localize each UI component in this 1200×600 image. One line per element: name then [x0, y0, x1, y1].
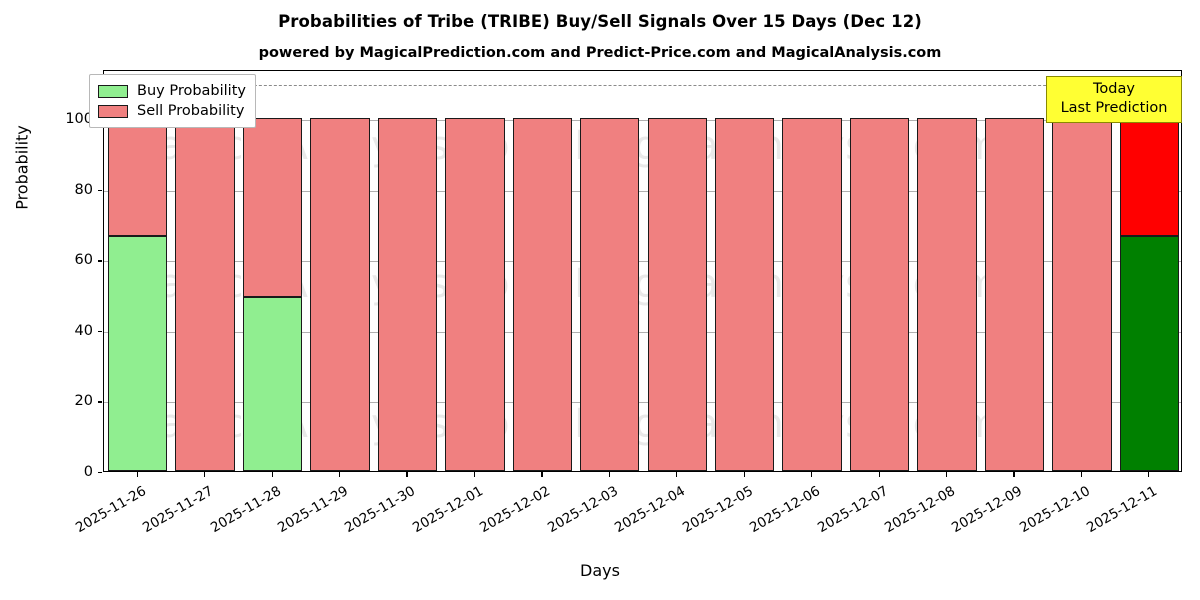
- bar-segment-buy[interactable]: [108, 235, 168, 471]
- y-tick-mark: [98, 472, 102, 474]
- x-tick-mark: [541, 472, 543, 477]
- y-tick-mark: [98, 401, 102, 403]
- x-tick-mark: [743, 472, 745, 477]
- y-tick-label: 0: [83, 464, 93, 480]
- y-tick-label: 80: [74, 181, 93, 198]
- legend-label-buy: Buy Probability: [137, 83, 246, 99]
- bar-group[interactable]: [849, 71, 910, 471]
- bar-group[interactable]: [175, 71, 235, 471]
- legend-label-sell: Sell Probability: [137, 103, 245, 119]
- gridline: [104, 331, 1181, 333]
- today-annotation: Today Last Prediction: [1046, 76, 1182, 123]
- x-tick-mark: [204, 472, 206, 477]
- reference-line: [104, 85, 1181, 87]
- bar-group[interactable]: [242, 71, 303, 471]
- bar-group[interactable]: [445, 71, 505, 471]
- today-annotation-line2: Last Prediction: [1060, 100, 1168, 116]
- chart-title: Probabilities of Tribe (TRIBE) Buy/Sell …: [278, 12, 922, 31]
- x-tick-mark: [1013, 472, 1015, 477]
- y-tick-mark: [98, 260, 102, 262]
- bar-group[interactable]: [714, 71, 775, 471]
- x-tick-mark: [676, 472, 678, 477]
- bar-segment-sell[interactable]: [714, 118, 775, 471]
- legend-swatch-buy: [98, 84, 128, 98]
- x-tick-mark: [339, 472, 341, 477]
- bar-segment-sell[interactable]: [377, 118, 438, 471]
- bar-group[interactable]: [512, 71, 572, 471]
- chart-legend: Buy Probability Sell Probability: [89, 74, 256, 128]
- gridline: [104, 402, 1181, 404]
- chart-subtitle: powered by MagicalPrediction.com and Pre…: [258, 45, 942, 61]
- bar-segment-sell[interactable]: [108, 118, 168, 236]
- y-tick-label: 20: [74, 393, 93, 410]
- x-tick-mark: [271, 472, 273, 477]
- bar-segment-sell[interactable]: [849, 118, 910, 471]
- bar-group[interactable]: [108, 71, 168, 471]
- y-tick-mark: [98, 330, 102, 333]
- bar-segment-sell[interactable]: [917, 118, 977, 471]
- legend-swatch-sell: [98, 104, 128, 118]
- x-tick-mark: [945, 472, 948, 477]
- x-tick-mark: [406, 472, 408, 477]
- bar-group[interactable]: [1052, 71, 1112, 471]
- bar-segment-sell[interactable]: [782, 118, 842, 471]
- bar-group[interactable]: [917, 71, 977, 471]
- bar-segment-sell[interactable]: [512, 118, 572, 471]
- x-tick-mark: [608, 472, 610, 477]
- today-annotation-line1: Today: [1093, 81, 1135, 97]
- x-tick-mark: [136, 472, 138, 477]
- y-tick-label: 40: [74, 322, 93, 339]
- bar-segment-sell[interactable]: [1052, 118, 1112, 471]
- x-tick-mark: [1148, 472, 1150, 477]
- bar-segment-sell[interactable]: [580, 118, 640, 471]
- y-tick-label: 100: [65, 111, 93, 128]
- y-tick-mark: [98, 189, 102, 192]
- bar-segment-sell[interactable]: [310, 118, 370, 471]
- x-tick-mark: [1080, 472, 1083, 477]
- x-axis-label: Days: [580, 561, 620, 580]
- bar-segment-sell[interactable]: [175, 118, 235, 471]
- y-axis-label: Probability: [12, 125, 32, 210]
- x-tick-mark: [473, 472, 476, 477]
- bar-group-today[interactable]: [1119, 71, 1179, 471]
- bar-segment-sell[interactable]: [1119, 118, 1179, 236]
- bar-group[interactable]: [580, 71, 640, 471]
- bar-segment-sell[interactable]: [647, 118, 707, 471]
- bar-group[interactable]: [984, 71, 1045, 471]
- bar-segment-sell[interactable]: [445, 118, 505, 471]
- gridline: [104, 190, 1181, 192]
- bar-group[interactable]: [782, 71, 842, 471]
- bar-segment-sell[interactable]: [984, 118, 1045, 471]
- legend-item-buy[interactable]: Buy Probability: [98, 81, 246, 101]
- gridline: [104, 261, 1181, 263]
- bar-group[interactable]: [310, 71, 370, 471]
- gridline: [104, 120, 1181, 122]
- bar-group[interactable]: [647, 71, 707, 471]
- x-tick-mark: [811, 472, 813, 477]
- legend-item-sell[interactable]: Sell Probability: [98, 101, 246, 121]
- x-tick-mark: [878, 472, 880, 477]
- bar-segment-buy[interactable]: [242, 296, 303, 471]
- bar-group[interactable]: [377, 71, 438, 471]
- bar-segment-buy[interactable]: [1119, 235, 1179, 471]
- plot-area: MagicalAnalysis.comMagicalAnalysis.comMa…: [103, 70, 1182, 472]
- bar-segment-sell[interactable]: [242, 118, 303, 297]
- y-tick-label: 60: [74, 252, 93, 269]
